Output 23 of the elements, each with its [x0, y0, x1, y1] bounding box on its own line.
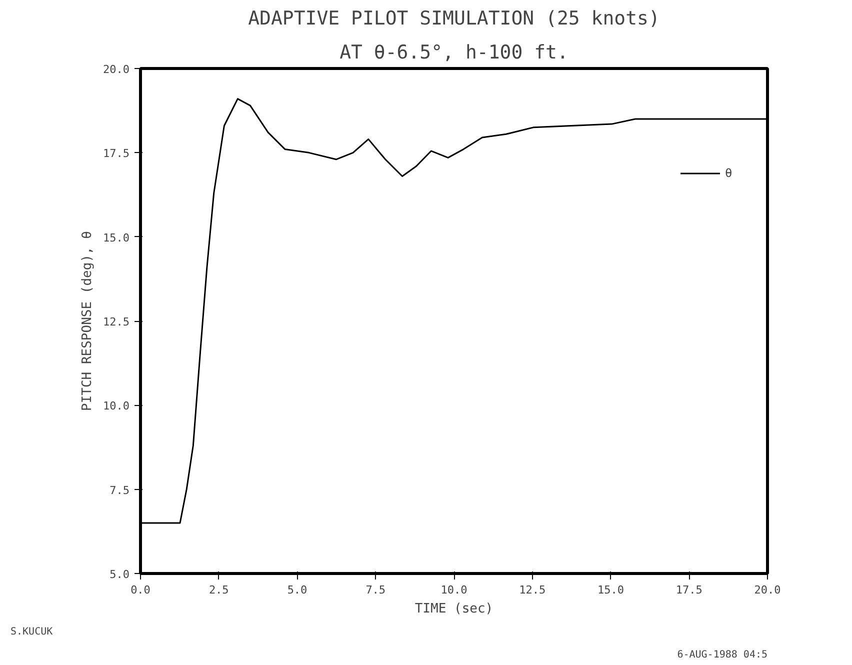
x-tick-label: 10.0 — [440, 584, 468, 596]
y-tick-label: 15.0 — [103, 231, 130, 244]
x-tick-label: 20.0 — [754, 584, 781, 596]
y-tick-label: 10.0 — [103, 400, 130, 413]
text: S.KUCUK — [10, 626, 53, 638]
x-tick-label: 7.5 — [366, 584, 386, 596]
chart-title: ADAPTIVE PILOT SIMULATION (25 knots) — [248, 8, 660, 30]
text: 6-AUG-1988 04:5 — [677, 650, 768, 660]
chart-subtitle: AT θ-6.5°, h-100 ft. — [340, 42, 568, 64]
x-tick-label: 2.5 — [208, 584, 229, 596]
x-tick-label: 5.0 — [287, 584, 308, 596]
y-tick-label: 5.0 — [110, 568, 130, 581]
y-tick-label: 7.5 — [110, 484, 130, 497]
legend-label: θ — [725, 166, 734, 180]
x-tick-label: 0.0 — [130, 584, 150, 596]
x-tick-label: 15.0 — [598, 584, 624, 596]
y-tick-label: 12.5 — [103, 316, 130, 328]
x-tick-label: 17.5 — [676, 584, 702, 596]
x-axis-title: TIME (sec) — [414, 602, 494, 616]
y-tick-label: 17.5 — [103, 147, 130, 160]
y-axis-title: PITCH RESPONSE (deg), θ — [80, 230, 96, 412]
x-tick-label: 12.5 — [519, 584, 546, 596]
y-tick-label: 20.0 — [103, 63, 130, 76]
